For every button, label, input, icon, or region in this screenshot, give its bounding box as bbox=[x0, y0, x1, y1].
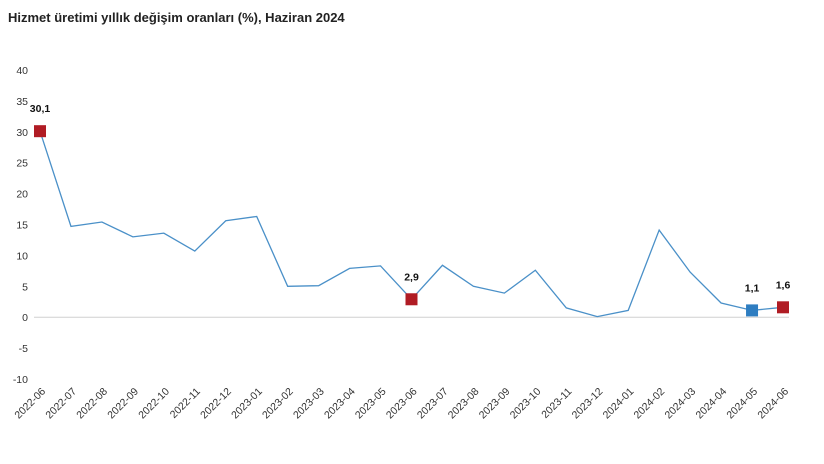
x-tick-label: 2024-06 bbox=[755, 386, 791, 422]
y-tick-label: 5 bbox=[22, 281, 28, 293]
y-axis-ticks: -10 -5 0 5 10 15 20 25 30 35 40 bbox=[13, 65, 28, 386]
x-tick-label: 2023-04 bbox=[322, 386, 358, 422]
y-tick-label: 25 bbox=[16, 158, 28, 170]
x-tick-label: 2022-10 bbox=[136, 386, 172, 422]
highlight-markers bbox=[34, 125, 789, 317]
y-tick-label: -5 bbox=[19, 343, 28, 355]
x-tick-label: 2023-05 bbox=[353, 386, 389, 422]
data-point-marker bbox=[746, 304, 759, 317]
y-tick-label: 30 bbox=[16, 127, 28, 139]
x-tick-label: 2024-02 bbox=[632, 386, 668, 422]
data-label: 1,6 bbox=[776, 279, 791, 291]
data-label: 1,1 bbox=[745, 282, 760, 294]
x-tick-label: 2023-08 bbox=[446, 386, 482, 422]
x-tick-label: 2023-01 bbox=[229, 386, 265, 422]
x-tick-label: 2023-03 bbox=[291, 386, 327, 422]
x-tick-label: 2024-01 bbox=[601, 386, 637, 422]
x-tick-label: 2023-02 bbox=[260, 386, 296, 422]
y-tick-label: 40 bbox=[16, 65, 28, 77]
x-tick-label: 2022-09 bbox=[105, 386, 141, 422]
data-point-marker bbox=[777, 301, 789, 314]
series-line bbox=[39, 130, 784, 318]
x-tick-label: 2023-09 bbox=[477, 386, 513, 422]
y-tick-label: 0 bbox=[22, 312, 28, 324]
x-tick-label: 2023-10 bbox=[508, 386, 544, 422]
x-tick-label: 2023-06 bbox=[384, 386, 420, 422]
x-tick-label: 2022-12 bbox=[198, 386, 234, 422]
x-tick-label: 2024-04 bbox=[693, 386, 729, 422]
data-label: 30,1 bbox=[30, 103, 51, 115]
x-axis-ticks: 2022-062022-072022-082022-092022-102022-… bbox=[12, 386, 791, 422]
data-point-marker bbox=[405, 293, 418, 306]
x-tick-label: 2023-07 bbox=[415, 386, 451, 422]
y-tick-label: 15 bbox=[16, 220, 28, 232]
x-tick-label: 2024-05 bbox=[724, 386, 760, 422]
y-tick-label: 20 bbox=[16, 189, 28, 201]
x-tick-label: 2024-03 bbox=[663, 386, 699, 422]
y-tick-label: 10 bbox=[16, 250, 28, 262]
x-tick-label: 2022-11 bbox=[168, 386, 203, 421]
y-tick-label: 35 bbox=[16, 96, 28, 108]
x-tick-label: 2022-07 bbox=[43, 386, 79, 422]
x-tick-label: 2022-08 bbox=[74, 386, 110, 422]
data-point-marker bbox=[34, 125, 46, 138]
x-tick-label: 2023-12 bbox=[570, 386, 606, 422]
x-tick-label: 2023-11 bbox=[539, 386, 574, 421]
y-tick-label: -10 bbox=[13, 374, 28, 386]
data-label: 2,9 bbox=[404, 271, 419, 283]
data-labels: 30,1 2,9 1,1 1,6 bbox=[30, 103, 791, 294]
chart-title: Hizmet üretimi yıllık değişim oranları (… bbox=[8, 10, 345, 25]
x-tick-label: 2022-06 bbox=[12, 386, 48, 422]
